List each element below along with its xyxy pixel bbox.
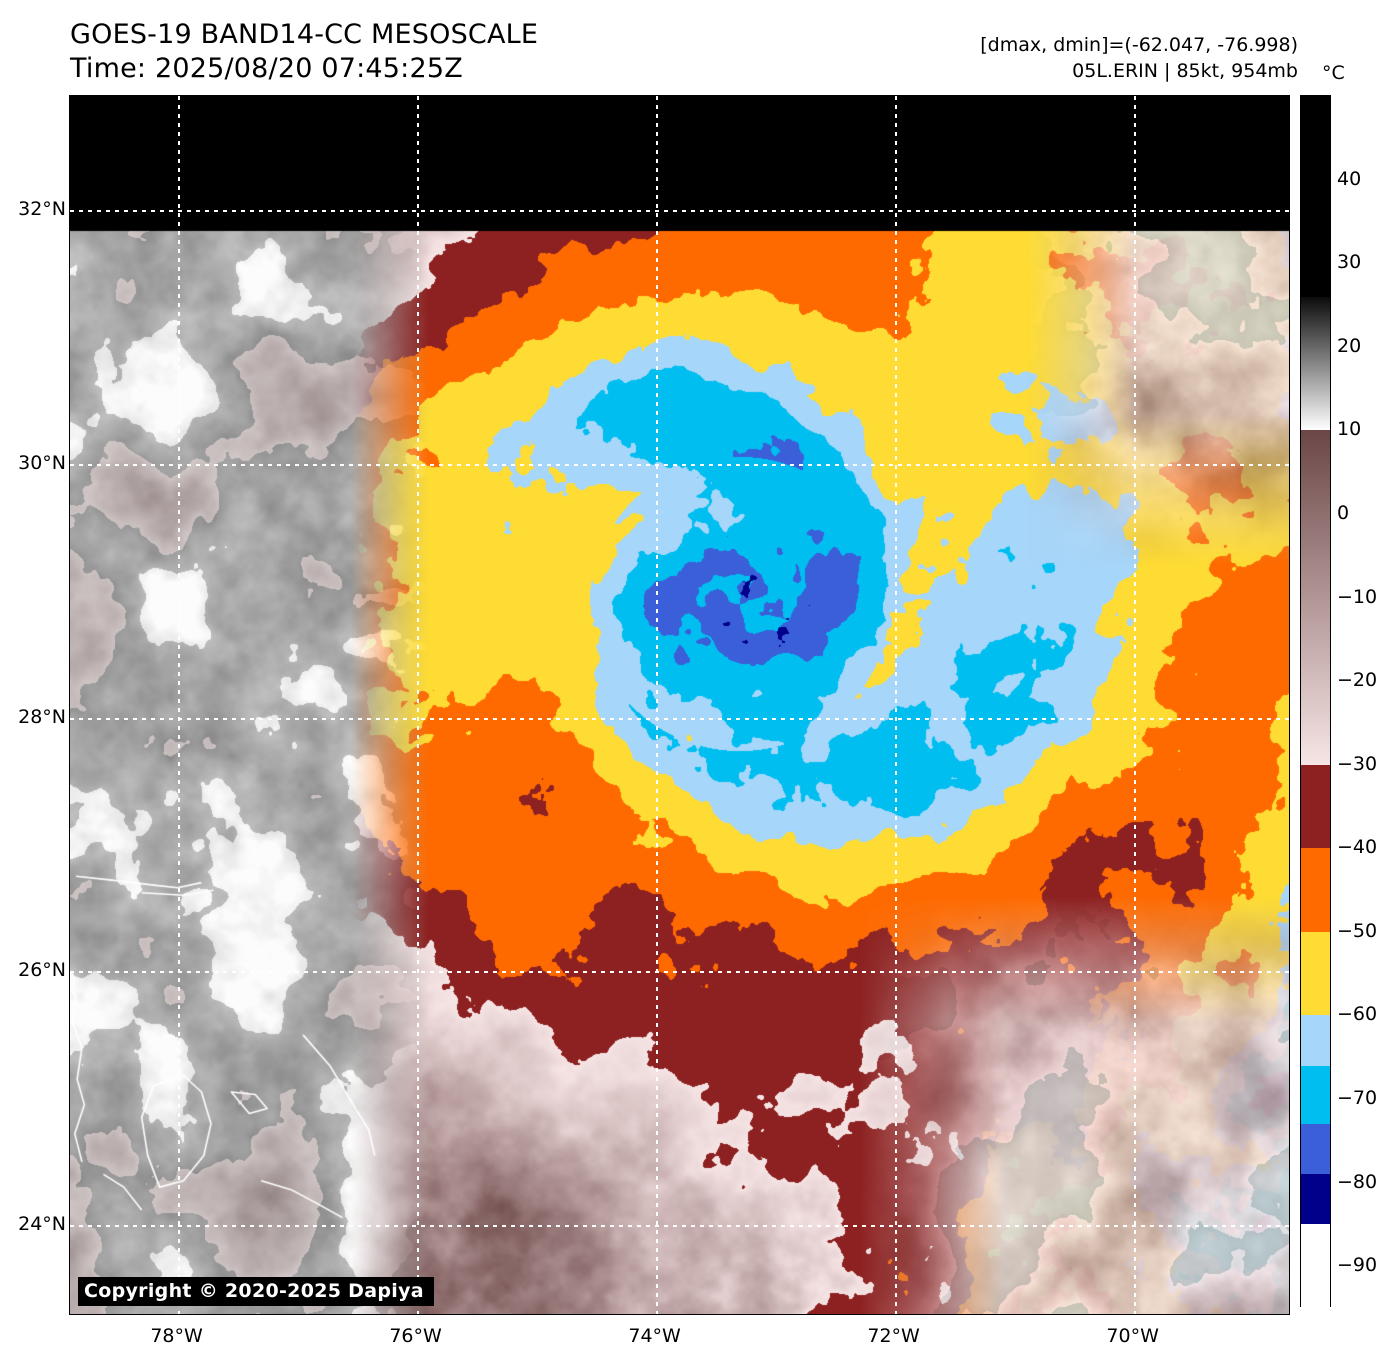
colorbar-tick-label: −70 xyxy=(1337,1087,1378,1110)
colorbar-tick-label: −30 xyxy=(1337,752,1378,775)
colorbar-segment xyxy=(1301,296,1330,431)
satellite-image-plot[interactable]: Copyright © 2020-2025 Dapiya xyxy=(69,95,1290,1315)
colorbar[interactable] xyxy=(1300,95,1331,1308)
colorbar-segment xyxy=(1301,430,1330,765)
dmax-dmin-label: [dmax, dmin]=(-62.047, -76.998) xyxy=(980,34,1298,56)
timestamp-label: Time: 2025/08/20 07:45:25Z xyxy=(70,53,463,84)
colorbar-tick-label: −80 xyxy=(1337,1170,1378,1193)
colorbar-tick-label: −40 xyxy=(1337,836,1378,859)
colorbar-segment xyxy=(1301,96,1330,297)
longitude-tick-label: 70°W xyxy=(1106,1325,1159,1347)
longitude-tick-label: 72°W xyxy=(867,1325,920,1347)
longitude-tick-label: 78°W xyxy=(150,1325,203,1347)
longitude-tick-label: 74°W xyxy=(628,1325,681,1347)
copyright-label: Copyright © 2020-2025 Dapiya xyxy=(78,1277,434,1306)
colorbar-segment xyxy=(1301,931,1330,1016)
longitude-tick-label: 76°W xyxy=(389,1325,442,1347)
colorbar-segment xyxy=(1301,1015,1330,1066)
latitude-tick-label: 24°N xyxy=(18,1213,66,1236)
latitude-tick-label: 28°N xyxy=(18,705,66,728)
header-title-block: GOES-19 BAND14-CC MESOSCALE Time: 2025/0… xyxy=(70,18,830,86)
colorbar-segment xyxy=(1301,764,1330,849)
colorbar-tick-label: 20 xyxy=(1337,334,1362,357)
latitude-tick-label: 32°N xyxy=(18,198,66,221)
latitude-tick-label: 26°N xyxy=(18,959,66,982)
latitude-tick-label: 30°N xyxy=(18,451,66,474)
colorbar-segment xyxy=(1301,848,1330,932)
colorbar-tick-label: −20 xyxy=(1337,669,1378,692)
page-title: GOES-19 BAND14-CC MESOSCALE xyxy=(70,19,539,50)
colorbar-tick-label: −10 xyxy=(1337,585,1378,608)
colorbar-tick-label: −50 xyxy=(1337,919,1378,942)
colorbar-segment xyxy=(1301,1065,1330,1125)
colorbar-unit-label: °C xyxy=(1322,62,1345,84)
colorbar-segment xyxy=(1301,1174,1330,1225)
storm-info-label: 05L.ERIN | 85kt, 954mb xyxy=(1072,60,1298,82)
colorbar-tick-label: 10 xyxy=(1337,418,1362,441)
colorbar-tick-label: 40 xyxy=(1337,167,1362,190)
colorbar-segment xyxy=(1301,1224,1330,1308)
colorbar-segment xyxy=(1301,1124,1330,1175)
colorbar-tick-label: 0 xyxy=(1337,501,1350,524)
header-annotations: [dmax, dmin]=(-62.047, -76.998) 05L.ERIN… xyxy=(980,32,1298,84)
colorbar-tick-label: 30 xyxy=(1337,251,1362,274)
satellite-imagery-canvas xyxy=(70,96,1289,1314)
colorbar-tick-label: −90 xyxy=(1337,1254,1378,1277)
colorbar-tick-label: −60 xyxy=(1337,1003,1378,1026)
